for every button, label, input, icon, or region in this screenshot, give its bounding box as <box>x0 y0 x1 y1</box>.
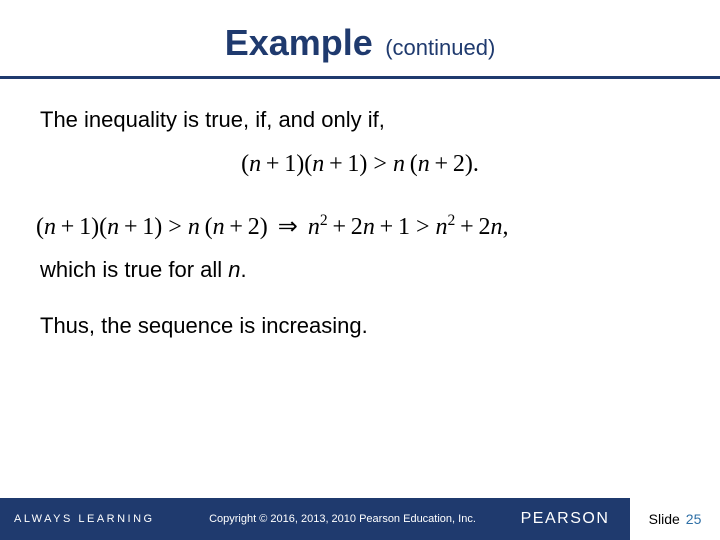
body-line-2-suffix: . <box>241 257 247 282</box>
body-line-1: The inequality is true, if, and only if, <box>40 107 680 133</box>
footer-slide-info: Slide 25 <box>630 498 720 540</box>
footer-brand: PEARSON <box>500 498 630 540</box>
slide-label: Slide <box>649 511 680 527</box>
body-line-3: Thus, the sequence is increasing. <box>40 313 680 339</box>
math-display-1: (n + 1)(n + 1) > n (n + 2). <box>40 151 680 178</box>
title-sub: (continued) <box>385 35 495 60</box>
footer: ALWAYS LEARNING Copyright © 2016, 2013, … <box>0 498 720 540</box>
slide-content: The inequality is true, if, and only if,… <box>0 79 720 339</box>
slide-number: 25 <box>686 511 702 527</box>
body-line-2-var: n <box>228 257 240 282</box>
title-main: Example <box>225 22 373 63</box>
footer-tagline: ALWAYS LEARNING <box>0 498 185 540</box>
footer-copyright: Copyright © 2016, 2013, 2010 Pearson Edu… <box>185 498 500 540</box>
title-area: Example (continued) <box>0 0 720 79</box>
body-line-2-prefix: which is true for all <box>40 257 228 282</box>
body-line-2: which is true for all n. <box>40 257 680 283</box>
math-display-2: (n + 1)(n + 1) > n (n + 2) ⇒ n2 + 2n + 1… <box>36 212 680 241</box>
